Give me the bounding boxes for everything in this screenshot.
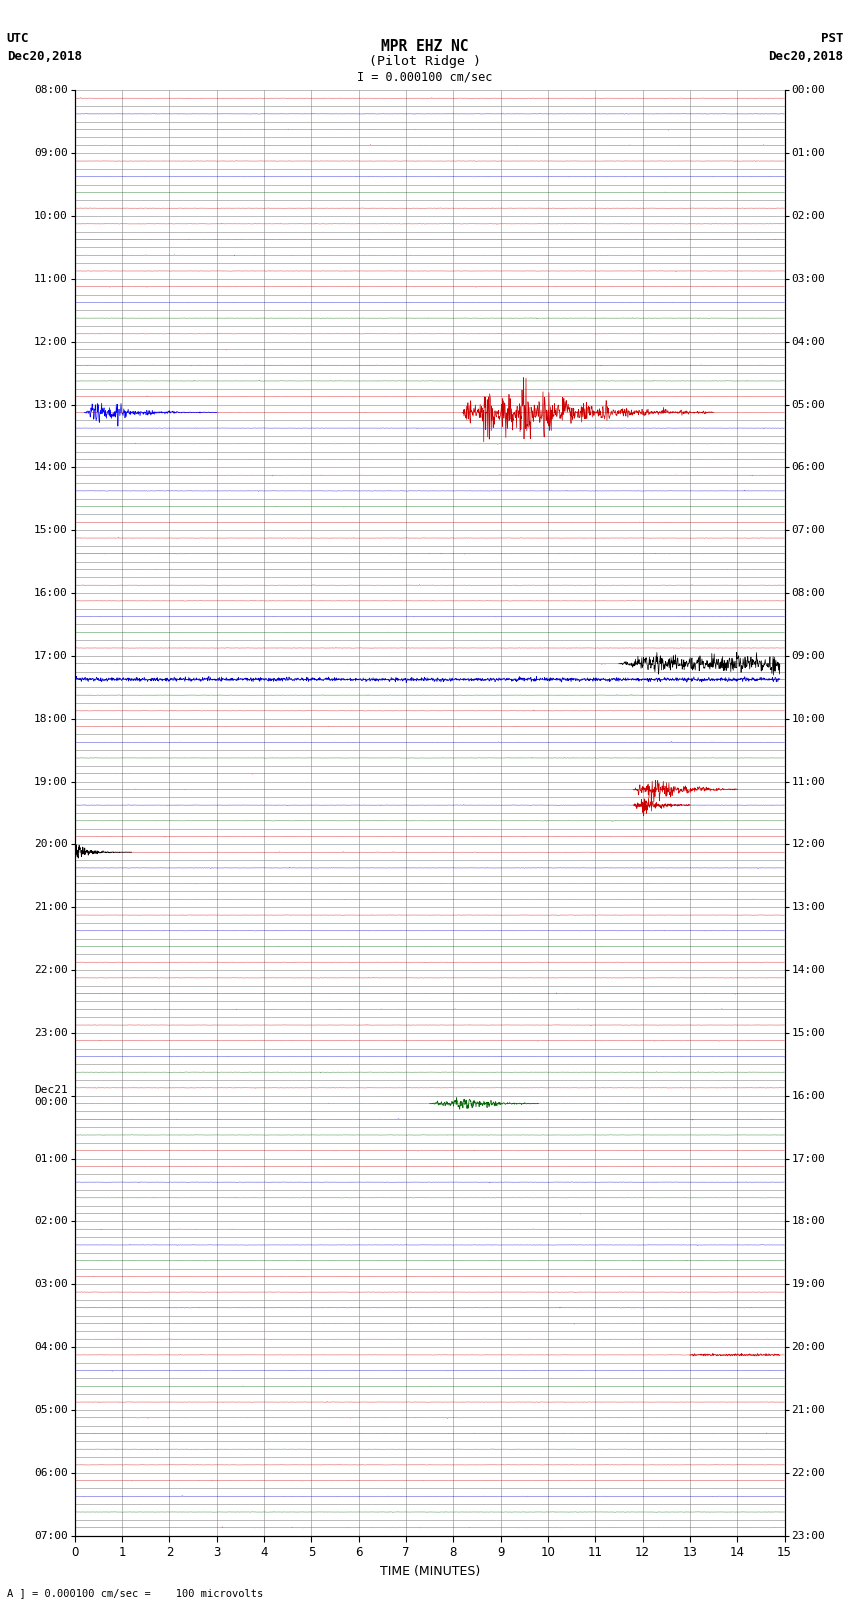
Text: UTC: UTC [7, 32, 29, 45]
Text: Dec20,2018: Dec20,2018 [768, 50, 843, 63]
Text: A ] = 0.000100 cm/sec =    100 microvolts: A ] = 0.000100 cm/sec = 100 microvolts [7, 1589, 263, 1598]
X-axis label: TIME (MINUTES): TIME (MINUTES) [380, 1565, 479, 1578]
Text: (Pilot Ridge ): (Pilot Ridge ) [369, 55, 481, 68]
Text: MPR EHZ NC: MPR EHZ NC [382, 39, 468, 53]
Text: I = 0.000100 cm/sec: I = 0.000100 cm/sec [357, 71, 493, 84]
Text: Dec20,2018: Dec20,2018 [7, 50, 82, 63]
Text: PST: PST [821, 32, 843, 45]
